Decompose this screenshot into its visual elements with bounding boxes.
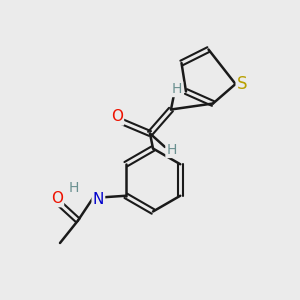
Text: O: O <box>111 110 123 124</box>
Text: S: S <box>237 75 247 93</box>
Text: H: H <box>172 82 182 96</box>
Text: O: O <box>51 191 63 206</box>
Text: H: H <box>167 143 177 157</box>
Text: N: N <box>93 192 104 207</box>
Text: H: H <box>68 181 79 194</box>
